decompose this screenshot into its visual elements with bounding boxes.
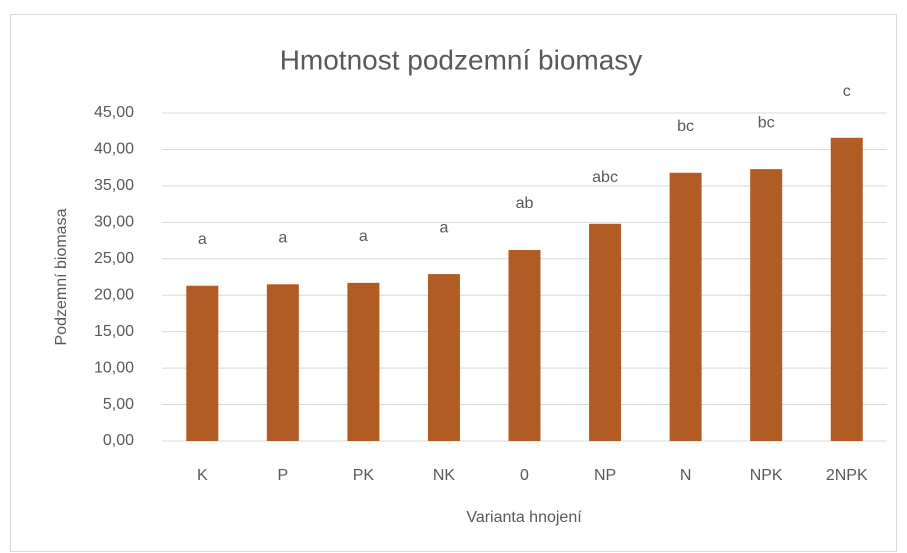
y-tick-label: 10,00 bbox=[94, 359, 134, 376]
bar bbox=[347, 282, 380, 441]
bar bbox=[830, 137, 863, 441]
y-tick-label: 5,00 bbox=[103, 396, 134, 413]
annotation: ab bbox=[516, 195, 534, 212]
x-tick-label: N bbox=[680, 467, 692, 484]
y-tick-label: 20,00 bbox=[94, 286, 134, 303]
bar bbox=[669, 172, 702, 441]
annotation: bc bbox=[677, 118, 694, 135]
annotation: a bbox=[359, 228, 368, 245]
y-tick-label: 25,00 bbox=[94, 250, 134, 267]
x-axis-label: Varianta hnojení bbox=[466, 509, 582, 526]
annotation: c bbox=[843, 83, 851, 100]
bar bbox=[589, 223, 622, 441]
bar bbox=[427, 274, 460, 441]
x-tick-label: NPK bbox=[750, 467, 783, 484]
bar bbox=[508, 250, 541, 441]
annotation: a bbox=[439, 219, 448, 236]
x-tick-label: 0 bbox=[520, 467, 529, 484]
annotation: abc bbox=[592, 169, 618, 186]
annotation: bc bbox=[758, 114, 775, 131]
y-tick-label: 15,00 bbox=[94, 323, 134, 340]
bar bbox=[266, 284, 299, 441]
y-tick-label: 45,00 bbox=[94, 104, 134, 121]
annotation: a bbox=[278, 230, 287, 247]
bar bbox=[186, 285, 219, 441]
y-tick-label: 35,00 bbox=[94, 177, 134, 194]
y-tick-label: 30,00 bbox=[94, 214, 134, 231]
x-tick-label: 2NPK bbox=[826, 467, 868, 484]
y-tick-label: 0,00 bbox=[103, 432, 134, 449]
x-tick-label: PK bbox=[353, 467, 375, 484]
y-axis-label: Podzemní biomasa bbox=[53, 208, 70, 345]
y-tick-label: 40,00 bbox=[94, 141, 134, 158]
x-tick-label: NP bbox=[594, 467, 616, 484]
x-tick-label: K bbox=[197, 467, 208, 484]
chart-title: Hmotnost podzemní biomasy bbox=[280, 44, 643, 75]
annotation: a bbox=[198, 231, 207, 248]
x-tick-label: P bbox=[277, 467, 288, 484]
bar bbox=[750, 169, 783, 441]
x-tick-label: NK bbox=[433, 467, 456, 484]
